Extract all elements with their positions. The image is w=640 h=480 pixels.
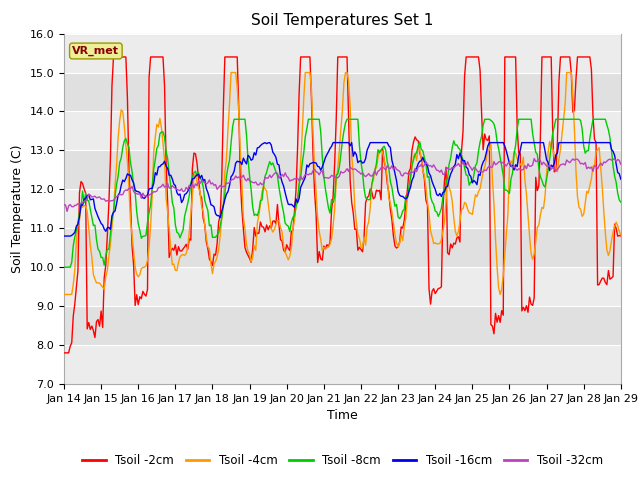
X-axis label: Time: Time — [327, 409, 358, 422]
Title: Soil Temperatures Set 1: Soil Temperatures Set 1 — [252, 13, 433, 28]
Bar — [64, 306, 621, 345]
Bar — [64, 345, 621, 384]
Bar — [64, 150, 621, 189]
Bar — [64, 34, 621, 72]
Y-axis label: Soil Temperature (C): Soil Temperature (C) — [11, 144, 24, 273]
Bar — [64, 228, 621, 267]
Bar — [64, 72, 621, 111]
Legend: Tsoil -2cm, Tsoil -4cm, Tsoil -8cm, Tsoil -16cm, Tsoil -32cm: Tsoil -2cm, Tsoil -4cm, Tsoil -8cm, Tsoi… — [77, 449, 607, 472]
Text: VR_met: VR_met — [72, 46, 119, 56]
Bar — [64, 189, 621, 228]
Bar — [64, 111, 621, 150]
Bar — [64, 267, 621, 306]
